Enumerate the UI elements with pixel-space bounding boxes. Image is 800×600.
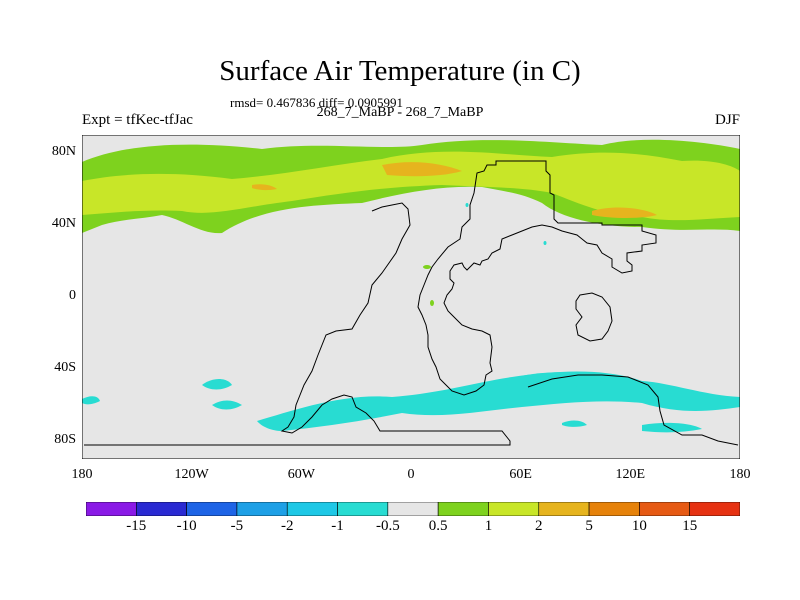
colorbar-label: 2 (535, 518, 543, 534)
colorbar-label: 5 (585, 518, 593, 534)
season-label: DJF (714, 112, 740, 128)
y-tick-label: 80S (54, 432, 76, 447)
negative-spot (543, 241, 547, 245)
colorbar-label: -2 (280, 518, 294, 534)
chart-title: Surface Air Temperature (in C) (219, 55, 581, 87)
coastlines (84, 160, 739, 446)
colorbar-swatch (286, 502, 338, 516)
negative-band-south (82, 396, 100, 405)
negative-band-south (502, 372, 612, 390)
negative-band-south (212, 400, 242, 410)
y-tick-label: 0 (69, 288, 76, 303)
x-tick-label: 120E (615, 467, 646, 482)
x-tick-label: 0 (407, 467, 415, 482)
x-tick-label: 180 (729, 467, 751, 482)
positive-band-north-peak (382, 162, 462, 177)
colorbar (86, 502, 740, 516)
anomaly-fields (82, 139, 740, 433)
negative-band-south (562, 420, 587, 427)
colorbar-label: -1 (331, 518, 344, 534)
colorbar-swatch (387, 502, 439, 516)
coastline (527, 374, 739, 446)
colorbar-label: 0.5 (428, 518, 448, 534)
colorbar-swatch (136, 502, 187, 516)
negative-band-south (642, 422, 702, 433)
map-plot (82, 135, 740, 459)
colorbar-swatch (86, 502, 137, 516)
coastline (84, 202, 511, 446)
x-tick-label: 120W (174, 467, 209, 482)
positive-spot (423, 265, 431, 269)
colorbar-label: -10 (176, 518, 197, 534)
y-tick-label: 80N (51, 144, 76, 159)
negative-spot (465, 203, 469, 207)
colorbar-swatch (538, 502, 590, 516)
colorbar-label: 1 (484, 518, 493, 534)
colorbar-swatch (639, 502, 690, 516)
colorbar-swatch (437, 502, 489, 516)
colorbar-swatch (337, 502, 389, 516)
y-tick-label: 40S (54, 360, 76, 375)
x-tick-label: 180 (71, 467, 93, 482)
x-tick-label: 60E (509, 467, 532, 482)
colorbar-swatch (236, 502, 288, 516)
positive-band-north-peak (592, 207, 657, 218)
colorbar-swatch (689, 502, 740, 516)
positive-band-north-core (82, 151, 740, 221)
experiment-label: Expt = tfKec-tfJac (82, 112, 193, 128)
colorbar-label: -15 (126, 518, 147, 534)
negative-band-south (257, 371, 740, 431)
colorbar-label: 10 (631, 518, 647, 534)
y-tick-label: 40N (51, 216, 76, 231)
colorbar-swatch (186, 502, 238, 516)
colorbar-label: -5 (230, 518, 244, 534)
x-tick-label: 60W (287, 467, 315, 482)
coastline (417, 160, 657, 396)
positive-band-north-peak (252, 184, 277, 191)
negative-band-south (202, 379, 232, 390)
stats-label: rmsd= 0.467836 diff= 0.0905991 (230, 95, 403, 110)
colorbar-label: 15 (682, 518, 698, 534)
colorbar-label: -0.5 (375, 518, 400, 534)
colorbar-swatch (588, 502, 640, 516)
colorbar-swatch (488, 502, 540, 516)
chart-subtitle: 268_7_MaBP - 268_7_MaBP (316, 105, 484, 120)
positive-spot (430, 300, 434, 306)
coastline (575, 292, 613, 342)
